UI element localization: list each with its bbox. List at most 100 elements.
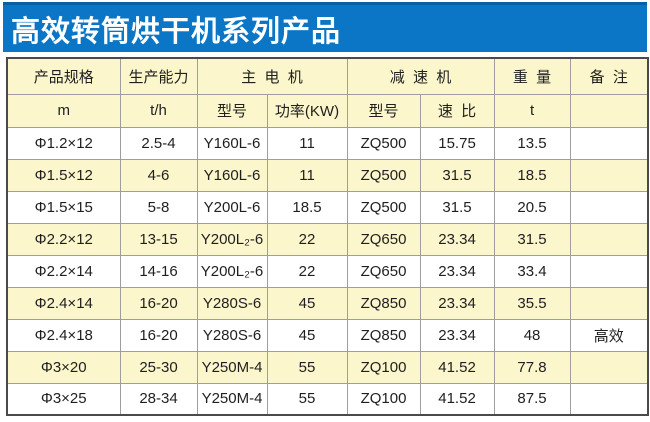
table-cell: 35.5 bbox=[493, 286, 571, 320]
col-header-capacity: 生产能力 bbox=[119, 57, 198, 95]
table-cell bbox=[569, 158, 649, 192]
unit-header-t: t bbox=[493, 93, 571, 128]
table-cell: Y200L-6 bbox=[196, 190, 268, 224]
table-cell: Y200L₂-6 bbox=[196, 254, 268, 288]
table-cell: Y280S-6 bbox=[196, 318, 268, 352]
table-cell: Φ2.2×12 bbox=[6, 222, 121, 256]
table-cell: 20.5 bbox=[493, 190, 571, 224]
table-cell: 23.34 bbox=[419, 286, 495, 320]
table-cell: 41.52 bbox=[419, 382, 495, 416]
table-cell bbox=[569, 382, 649, 416]
unit-header-speed-ratio: 速比 bbox=[419, 93, 495, 128]
table-cell: 23.34 bbox=[419, 254, 495, 288]
table-row: Φ1.2×12 2.5-4 Y160L-6 11 ZQ500 15.75 13.5 bbox=[6, 126, 649, 160]
table-cell: Y200L₂-6 bbox=[196, 222, 268, 256]
table-cell: Φ3×25 bbox=[6, 382, 121, 416]
table-cell: Φ1.5×15 bbox=[6, 190, 121, 224]
header-unit-row: m t/h 型号 功率(KW) 型号 速比 t bbox=[6, 93, 649, 128]
table-row: Φ2.4×18 16-20 Y280S-6 45 ZQ850 23.34 48 高效 bbox=[6, 318, 649, 352]
table-cell: 18.5 bbox=[266, 190, 348, 224]
table-cell: Y280S-6 bbox=[196, 286, 268, 320]
table-row: Φ3×25 28-34 Y250M-4 55 ZQ100 41.52 87.5 bbox=[6, 382, 649, 416]
table-cell: 31.5 bbox=[419, 158, 495, 192]
table-cell: Φ1.5×12 bbox=[6, 158, 121, 192]
table-cell: 13-15 bbox=[119, 222, 198, 256]
table-body: Φ1.2×12 2.5-4 Y160L-6 11 ZQ500 15.75 13.5 Φ1.5×… bbox=[6, 126, 649, 416]
unit-header-reducer-model: 型号 bbox=[346, 93, 421, 128]
header-group-row: 产品规格 生产能力 主电机 减速机 重量 备注 bbox=[6, 57, 649, 95]
table-cell: ZQ100 bbox=[346, 382, 421, 416]
table-cell: ZQ850 bbox=[346, 286, 421, 320]
table-cell: ZQ500 bbox=[346, 158, 421, 192]
table-row: Φ1.5×12 4-6 Y160L-6 11 ZQ500 31.5 18.5 bbox=[6, 158, 649, 192]
table-cell: Y250M-4 bbox=[196, 350, 268, 384]
table-cell: 18.5 bbox=[493, 158, 571, 192]
col-header-reducer: 减速机 bbox=[346, 57, 495, 95]
unit-header-remark-empty bbox=[569, 93, 649, 128]
unit-header-motor-model: 型号 bbox=[196, 93, 268, 128]
unit-header-power-kw: 功率(KW) bbox=[266, 93, 348, 128]
table-cell bbox=[569, 126, 649, 160]
col-header-product-spec: 产品规格 bbox=[6, 57, 121, 95]
table-row: Φ2.2×12 13-15 Y200L₂-6 22 ZQ650 23.34 31.5 bbox=[6, 222, 649, 256]
table-cell: Φ2.4×18 bbox=[6, 318, 121, 352]
table-cell: 14-16 bbox=[119, 254, 198, 288]
table-cell: ZQ650 bbox=[346, 254, 421, 288]
table-row: Φ2.2×14 14-16 Y200L₂-6 22 ZQ650 23.34 33.4 bbox=[6, 254, 649, 288]
table-cell: 16-20 bbox=[119, 286, 198, 320]
col-header-remark: 备注 bbox=[569, 57, 649, 95]
table-row: Φ2.4×14 16-20 Y280S-6 45 ZQ850 23.34 35.5 bbox=[6, 286, 649, 320]
table-cell: 高效 bbox=[569, 318, 649, 352]
unit-header-th: t/h bbox=[119, 93, 198, 128]
table-cell: 55 bbox=[266, 350, 348, 384]
table-cell: 41.52 bbox=[419, 350, 495, 384]
table-row: Φ3×20 25-30 Y250M-4 55 ZQ100 41.52 77.8 bbox=[6, 350, 649, 384]
table-cell: ZQ100 bbox=[346, 350, 421, 384]
col-header-weight: 重量 bbox=[493, 57, 571, 95]
table-cell: 11 bbox=[266, 158, 348, 192]
table-cell: 16-20 bbox=[119, 318, 198, 352]
table-cell: 45 bbox=[266, 318, 348, 352]
table-cell: 87.5 bbox=[493, 382, 571, 416]
table-cell: 33.4 bbox=[493, 254, 571, 288]
table-cell: 23.34 bbox=[419, 318, 495, 352]
table-cell: 31.5 bbox=[493, 222, 571, 256]
table-cell: ZQ500 bbox=[346, 190, 421, 224]
table-cell: 55 bbox=[266, 382, 348, 416]
table-cell: ZQ500 bbox=[346, 126, 421, 160]
table-cell: 5-8 bbox=[119, 190, 198, 224]
table-cell bbox=[569, 190, 649, 224]
table-cell: 45 bbox=[266, 286, 348, 320]
table-cell bbox=[569, 222, 649, 256]
table-cell: Y160L-6 bbox=[196, 158, 268, 192]
table-cell: Y160L-6 bbox=[196, 126, 268, 160]
table-cell: Φ2.2×14 bbox=[6, 254, 121, 288]
table-cell: Φ1.2×12 bbox=[6, 126, 121, 160]
table-cell: 13.5 bbox=[493, 126, 571, 160]
table-cell bbox=[569, 350, 649, 384]
table-cell: 31.5 bbox=[419, 190, 495, 224]
table-cell: ZQ650 bbox=[346, 222, 421, 256]
table-cell: 23.34 bbox=[419, 222, 495, 256]
table-cell: 25-30 bbox=[119, 350, 198, 384]
page-title: 高效转筒烘干机系列产品 bbox=[11, 15, 342, 48]
table-cell: 48 bbox=[493, 318, 571, 352]
table-cell: Y250M-4 bbox=[196, 382, 268, 416]
table-cell: Φ3×20 bbox=[6, 350, 121, 384]
table-cell: 4-6 bbox=[119, 158, 198, 192]
unit-header-m: m bbox=[6, 93, 121, 128]
table-cell: 77.8 bbox=[493, 350, 571, 384]
table-cell: 11 bbox=[266, 126, 348, 160]
table-cell: Φ2.4×14 bbox=[6, 286, 121, 320]
table-cell: 15.75 bbox=[419, 126, 495, 160]
table-cell: ZQ850 bbox=[346, 318, 421, 352]
table-row: Φ1.5×15 5-8 Y200L-6 18.5 ZQ500 31.5 20.5 bbox=[6, 190, 649, 224]
table-cell: 22 bbox=[266, 222, 348, 256]
table-cell: 22 bbox=[266, 254, 348, 288]
table-cell: 2.5-4 bbox=[119, 126, 198, 160]
table-cell bbox=[569, 286, 649, 320]
title-bar: 高效转筒烘干机系列产品 bbox=[3, 2, 647, 52]
table-cell bbox=[569, 254, 649, 288]
table-cell: 28-34 bbox=[119, 382, 198, 416]
